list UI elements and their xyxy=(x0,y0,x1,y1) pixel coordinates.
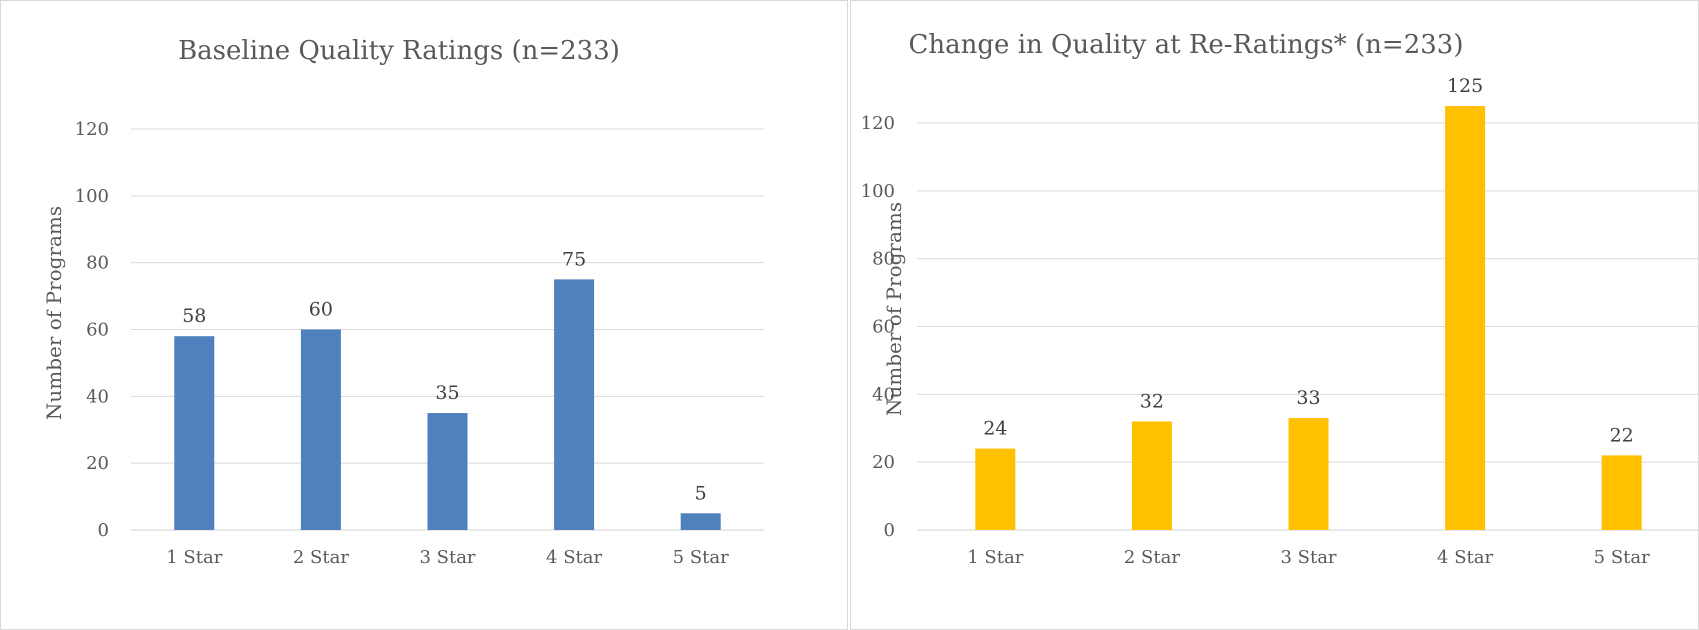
gridlines xyxy=(917,122,1698,531)
bar xyxy=(1445,106,1486,531)
chart-title: Baseline Quality Ratings (n=233) xyxy=(178,36,620,66)
bar xyxy=(427,413,468,530)
bar xyxy=(1288,418,1329,530)
data-label: 24 xyxy=(983,418,1007,440)
bars xyxy=(174,279,721,530)
y-tick-label: 0 xyxy=(884,520,895,541)
y-tick-label: 80 xyxy=(872,249,895,270)
y-tick-label: 0 xyxy=(98,520,109,541)
y-tick-label: 100 xyxy=(75,186,109,207)
x-tick-label: 5 Star xyxy=(673,547,729,568)
x-tick-label: 5 Star xyxy=(1594,547,1650,568)
bar xyxy=(975,448,1016,530)
y-tick-labels: 0 20 40 60 80 100 120 xyxy=(75,119,109,541)
rerating-chart-svg: Change in Quality at Re-Ratings* (n=233)… xyxy=(861,30,1698,568)
y-axis-title: Number of Programs xyxy=(42,206,66,420)
x-tick-labels: 1 Star 2 Star 3 Star 4 Star 5 Star xyxy=(166,547,729,568)
y-tick-label: 60 xyxy=(86,320,109,341)
x-tick-label: 3 Star xyxy=(419,547,475,568)
bar xyxy=(1601,455,1642,530)
y-tick-label: 20 xyxy=(86,453,109,474)
y-tick-label: 120 xyxy=(861,113,895,134)
x-tick-label: 1 Star xyxy=(166,547,222,568)
x-tick-label: 4 Star xyxy=(1437,547,1493,568)
baseline-chart-svg: Baseline Quality Ratings (n=233) Number … xyxy=(42,36,764,568)
chart-panel-baseline: Baseline Quality Ratings (n=233) Number … xyxy=(0,0,848,630)
y-tick-label: 100 xyxy=(861,181,895,202)
data-labels: 58 60 35 75 5 xyxy=(182,248,707,504)
y-tick-label: 120 xyxy=(75,119,109,140)
bar xyxy=(554,279,595,530)
data-label: 32 xyxy=(1140,390,1164,412)
data-label: 22 xyxy=(1610,424,1634,446)
y-tick-labels: 0 20 40 60 80 100 120 xyxy=(861,113,895,541)
data-label: 58 xyxy=(182,305,206,327)
chart-title: Change in Quality at Re-Ratings* (n=233) xyxy=(909,30,1464,60)
x-tick-labels: 1 Star 2 Star 3 Star 4 Star 5 Star xyxy=(967,547,1650,568)
bar xyxy=(174,336,215,530)
x-tick-label: 1 Star xyxy=(967,547,1023,568)
x-tick-label: 2 Star xyxy=(1124,547,1180,568)
data-label: 75 xyxy=(562,248,586,270)
bar xyxy=(680,513,721,530)
y-tick-label: 40 xyxy=(872,384,895,405)
y-tick-label: 20 xyxy=(872,452,895,473)
data-labels: 24 32 33 125 22 xyxy=(983,75,1634,446)
y-tick-label: 60 xyxy=(872,317,895,338)
gridlines xyxy=(131,128,764,531)
x-tick-label: 4 Star xyxy=(546,547,602,568)
y-axis-title: Number of Programs xyxy=(882,202,906,416)
x-tick-label: 3 Star xyxy=(1280,547,1336,568)
data-label: 125 xyxy=(1447,75,1483,97)
chart-panel-rerating: Change in Quality at Re-Ratings* (n=233)… xyxy=(850,0,1699,630)
bars xyxy=(975,106,1642,531)
data-label: 33 xyxy=(1296,387,1320,409)
bar xyxy=(300,329,341,530)
data-label: 5 xyxy=(695,482,707,504)
x-tick-label: 2 Star xyxy=(293,547,349,568)
y-tick-label: 40 xyxy=(86,386,109,407)
y-tick-label: 80 xyxy=(86,253,109,274)
data-label: 35 xyxy=(435,382,459,404)
bar xyxy=(1131,421,1172,530)
data-label: 60 xyxy=(309,299,333,321)
